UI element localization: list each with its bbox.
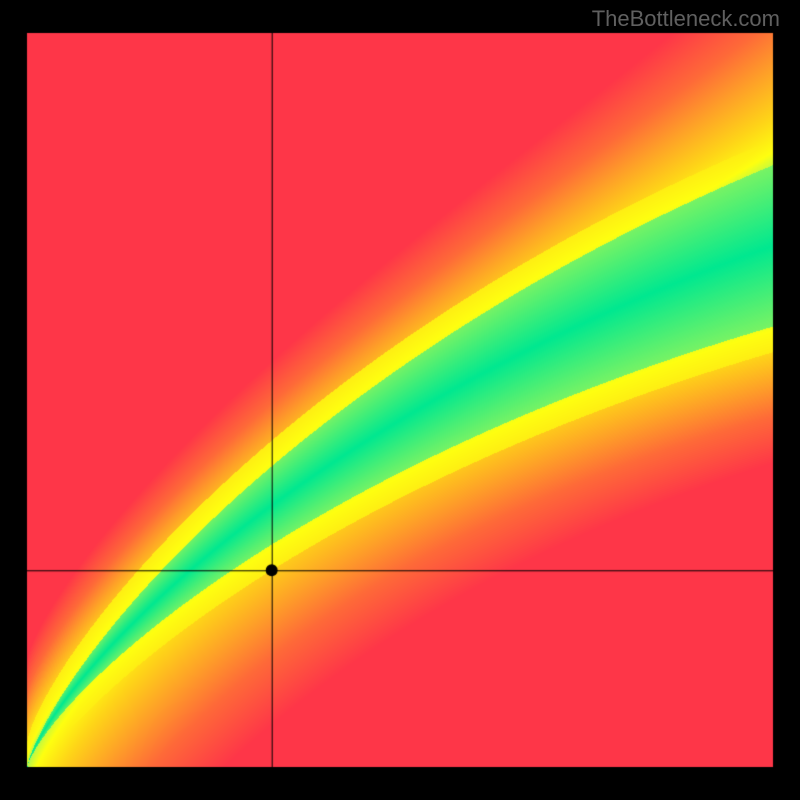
watermark-text: TheBottleneck.com xyxy=(592,6,780,32)
bottleneck-heatmap xyxy=(0,0,800,800)
